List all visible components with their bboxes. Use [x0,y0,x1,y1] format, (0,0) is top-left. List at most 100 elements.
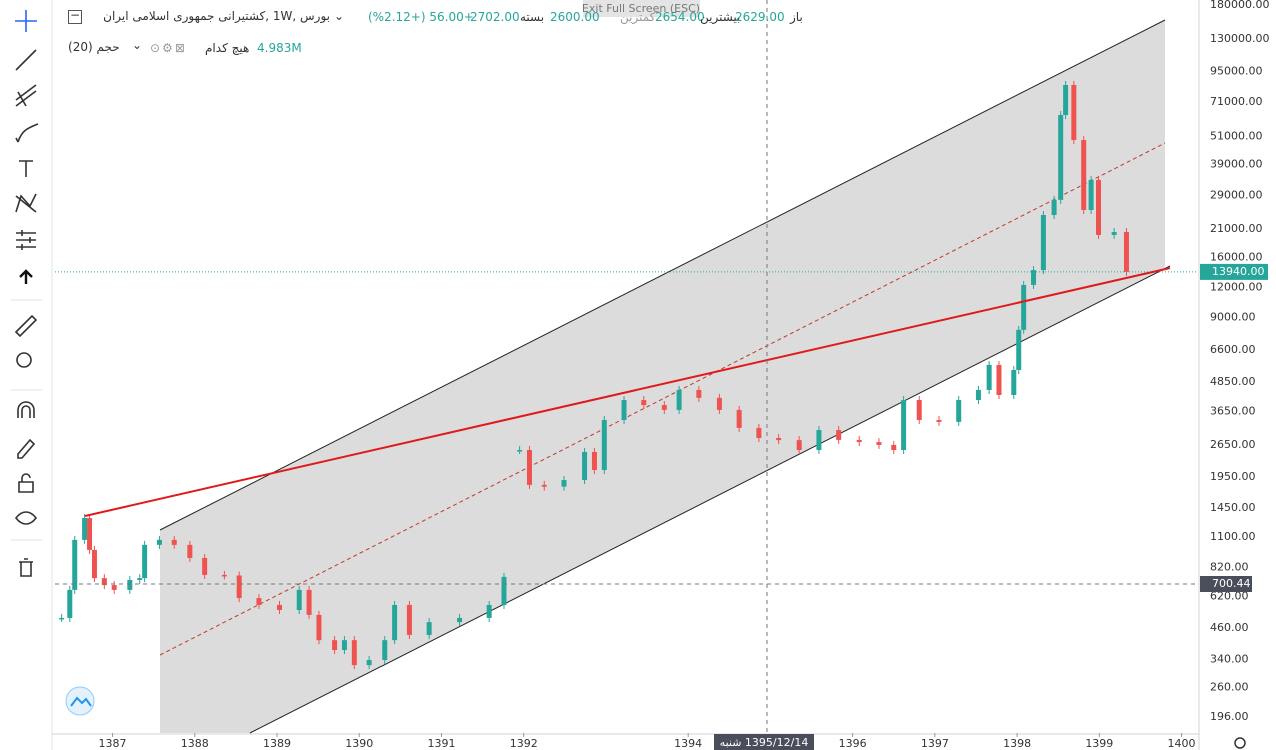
candle [111,585,117,590]
candle [316,614,322,641]
candle [696,389,702,398]
candle [975,389,981,401]
x-tick-label: 1400 [1168,737,1196,750]
candle [382,640,388,661]
candle [221,574,227,577]
candle [142,544,148,579]
ohlc-label: بسته [520,10,545,24]
lock-tool[interactable] [18,473,34,493]
candle [936,419,942,422]
candle [517,450,523,452]
volume-icons[interactable]: ⊙⚙⊠ [150,41,187,55]
candle [956,400,962,422]
y-tick-label: 39000.00 [1210,158,1263,171]
candle [756,427,762,438]
candle [67,589,73,618]
y-tick-label: 130000.00 [1210,32,1270,45]
candle [486,604,492,618]
candle [91,549,97,579]
candle [202,557,208,575]
x-tick-label: 1396 [839,737,867,750]
candle [1021,284,1027,330]
candle [127,579,133,590]
delete-tool[interactable] [19,558,33,577]
y-tick-label: 29000.00 [1210,188,1263,201]
visibility-tool[interactable] [14,511,38,525]
candle [1096,179,1102,235]
y-tick-label: 1450.00 [1210,501,1256,514]
candle [1040,215,1046,271]
last-price-label: 13940.00 [1212,265,1265,278]
settings-icon[interactable] [1234,737,1246,749]
ohlc-label: باز [790,10,803,24]
zoom-tool[interactable] [16,352,32,368]
symbol[interactable]: بورس ,1W ,کشتیرانی جمهوری اسلامی ایران [103,9,330,23]
candle [676,389,682,410]
ohlc-value: 2654.00 [655,10,705,24]
candle [1088,179,1094,210]
collapse-button[interactable]: − [68,8,82,24]
x-tick-label: 1387 [99,737,127,750]
candle [1031,270,1037,285]
candle [736,409,742,428]
candle [561,480,567,487]
candle [601,419,607,470]
y-tick-label: 196.00 [1210,710,1249,723]
y-tick-label: 2650.00 [1210,438,1256,451]
candle [1051,199,1057,216]
line-tool[interactable] [15,49,37,71]
y-tick-label: 4850.00 [1210,375,1256,388]
candle [1058,115,1064,200]
lock-draw-tool[interactable] [17,438,36,459]
y-tick-label: 1100.00 [1210,530,1256,543]
brush-tool[interactable] [15,123,39,143]
y-tick-label: 820.00 [1210,561,1249,574]
y-tick-label: 51000.00 [1210,130,1263,143]
chevron[interactable]: ⌄ [334,9,345,23]
magnet-tool[interactable] [17,401,35,418]
candle [916,400,922,420]
candle [641,400,647,406]
crosshair-tool[interactable] [15,10,37,32]
candle [1063,85,1069,116]
candle [392,604,398,641]
candle [891,444,897,451]
prediction-tool[interactable] [16,230,36,250]
fib-tool[interactable] [15,84,37,107]
ruler-tool[interactable] [14,314,38,338]
ohlc-label: بیشترین [700,10,741,24]
candle [187,544,193,558]
parallel-channel[interactable] [160,20,1165,733]
candle [776,437,782,441]
x-tick-label: 1392 [510,737,538,750]
candle [332,640,338,651]
candle [87,518,93,550]
volume-value: 4.983M [257,41,302,55]
y-tick-label: 12000.00 [1210,281,1263,294]
y-tick-label: 1950.00 [1210,470,1256,483]
y-tick-label: 71000.00 [1210,95,1263,108]
pattern-tool[interactable] [15,193,37,213]
candle [996,364,1002,395]
arrow-tool[interactable] [19,269,33,284]
candle [137,578,143,580]
x-tick-label: 1390 [345,737,373,750]
candle [457,617,463,623]
exit-fullscreen-label[interactable]: Exit Full Screen (ESC) [582,2,700,15]
candle [986,364,992,390]
y-tick-label: 6600.00 [1210,343,1256,356]
y-tick-label: 21000.00 [1210,222,1263,235]
candle [621,400,627,420]
text-tool[interactable] [19,160,33,177]
crosshair-price-label: 700.44 [1212,577,1251,590]
volume-ma: هیچ کدام [205,41,250,55]
candle [256,598,262,605]
exit-fullscreen-button[interactable] [583,0,700,17]
chevron[interactable]: ⌄ [132,38,143,52]
candle [406,604,412,635]
trend-line[interactable] [84,267,1171,517]
x-tick-label: 1398 [1003,737,1031,750]
candle [82,518,88,540]
candle [72,539,78,590]
volume-title[interactable]: حجم (20) [68,40,120,54]
